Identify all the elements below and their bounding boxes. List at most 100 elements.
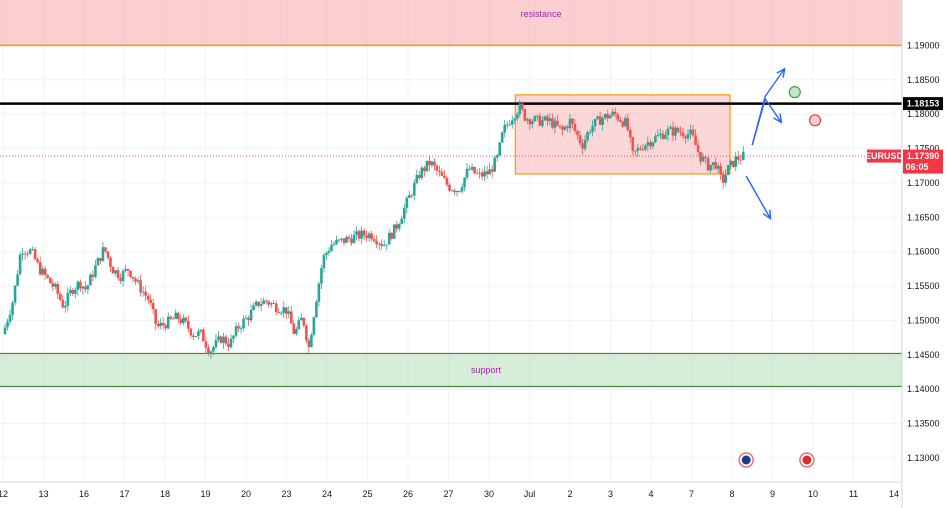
candle-down	[551, 118, 554, 128]
time-tick-label: 10	[808, 489, 818, 499]
candle-down	[91, 274, 95, 277]
candle-down	[149, 299, 152, 303]
candle-up	[322, 254, 326, 269]
candle-down	[179, 319, 183, 324]
candle-down	[641, 149, 645, 151]
candle-up	[320, 268, 323, 284]
candle-down	[676, 127, 680, 132]
candle-up	[141, 291, 145, 293]
candle-down	[126, 269, 130, 271]
candle-up	[659, 133, 662, 136]
candle-down	[581, 143, 584, 149]
candle-up	[420, 167, 424, 178]
candle-up	[533, 116, 537, 122]
candle-up	[325, 253, 328, 255]
event-icon-us-inner	[802, 455, 812, 465]
candle-down	[342, 238, 346, 243]
candle-up	[69, 290, 72, 293]
candle-down	[438, 170, 441, 172]
candle-up	[197, 331, 200, 337]
candle-down	[272, 303, 276, 304]
time-tick-label: 20	[241, 489, 251, 499]
candle-down	[71, 290, 75, 294]
scenario-arrow-bearish-breakdown[interactable]	[745, 175, 772, 219]
candle-up	[664, 134, 667, 139]
candle-down	[144, 291, 147, 296]
candle-down	[111, 267, 115, 274]
candle-up	[282, 307, 286, 313]
green-circle-marker[interactable]	[788, 86, 801, 99]
candle-down	[347, 237, 351, 239]
candle-down	[48, 277, 52, 284]
candle-down	[485, 171, 489, 175]
candle-up	[568, 118, 572, 129]
candle-down	[633, 150, 637, 152]
candle-down	[26, 253, 29, 255]
candle-up	[716, 165, 720, 169]
candle-down	[679, 131, 682, 133]
candle-up	[397, 224, 401, 229]
scenario-arrowhead-retest	[773, 113, 783, 124]
candle-up	[159, 322, 163, 327]
candle-up	[174, 312, 178, 319]
price-tick-label: 1.17500	[907, 144, 940, 154]
candle-down	[131, 276, 135, 279]
candle-down	[578, 135, 582, 144]
candle-up	[287, 311, 291, 314]
candle-up	[646, 142, 650, 146]
candle-up	[603, 113, 607, 118]
candle-down	[721, 174, 725, 183]
time-tick-label: 25	[362, 489, 372, 499]
candle-up	[217, 336, 220, 340]
candle-up	[327, 251, 331, 254]
candle-down	[576, 130, 579, 136]
candle-up	[387, 232, 391, 245]
candle-down	[739, 159, 743, 161]
candle-up	[729, 160, 733, 165]
price-tick-label: 1.18500	[907, 75, 940, 85]
support-zone[interactable]	[0, 353, 902, 387]
candle-down	[109, 257, 112, 268]
candle-up	[121, 270, 125, 282]
scenario-arrow-retest[interactable]	[751, 97, 782, 146]
candle-up	[488, 169, 491, 175]
candle-down	[350, 238, 353, 244]
candle-down	[631, 137, 635, 151]
consolidation-range-box[interactable]	[514, 94, 731, 175]
price-axis-background	[902, 0, 947, 508]
candle-up	[66, 292, 70, 306]
candle-up	[199, 329, 203, 332]
candle-up	[674, 127, 677, 136]
time-tick-label: Jul	[524, 489, 536, 499]
price-tick-label: 1.13500	[907, 419, 940, 429]
candle-up	[430, 161, 434, 166]
candle-down	[480, 172, 484, 177]
candle-down	[224, 336, 228, 344]
candle-down	[433, 161, 436, 166]
candle-down	[129, 270, 132, 277]
candle-up	[279, 312, 283, 314]
candle-up	[360, 230, 363, 239]
candle-up	[11, 302, 14, 315]
price-tick-label: 1.14500	[907, 350, 940, 360]
candle-down	[277, 312, 281, 313]
candle-down	[219, 336, 223, 343]
red-circle-marker[interactable]	[808, 114, 822, 127]
candle-up	[405, 197, 409, 208]
candle-down	[146, 295, 150, 300]
candle-up	[252, 305, 255, 311]
candle-up	[355, 231, 358, 235]
time-tick-label: 16	[79, 489, 89, 499]
candle-down	[706, 157, 710, 171]
candle-up	[13, 285, 17, 303]
time-tick-label: 14	[889, 489, 899, 499]
candle-up	[510, 120, 514, 125]
candle-up	[583, 139, 587, 149]
resistance-zone[interactable]	[0, 0, 902, 46]
candle-down	[56, 283, 60, 294]
candle-up	[563, 126, 567, 130]
candle-up	[262, 300, 265, 305]
candle-down	[423, 167, 426, 172]
